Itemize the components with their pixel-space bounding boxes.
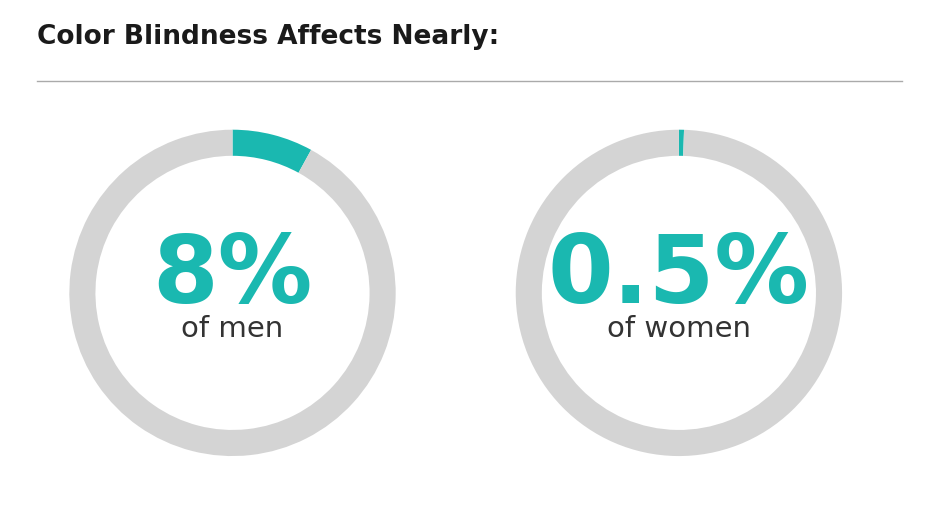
Text: of men: of men [181, 315, 284, 343]
Text: 0.5%: 0.5% [548, 231, 810, 323]
Wedge shape [232, 130, 312, 173]
Wedge shape [70, 130, 395, 456]
Circle shape [183, 244, 282, 342]
Text: Color Blindness Affects Nearly:: Color Blindness Affects Nearly: [37, 24, 499, 50]
Wedge shape [679, 130, 684, 156]
Text: 8%: 8% [153, 231, 312, 323]
Text: of women: of women [607, 315, 751, 343]
Wedge shape [516, 130, 842, 456]
Circle shape [630, 244, 728, 342]
